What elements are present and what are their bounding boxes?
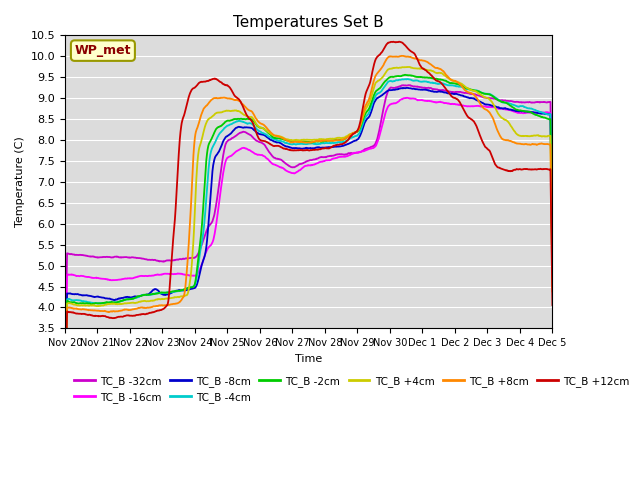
TC_B -32cm: [445, 89, 453, 95]
Line: TC_B -4cm: TC_B -4cm: [65, 79, 552, 387]
TC_B -32cm: [285, 163, 293, 169]
TC_B +8cm: [534, 141, 542, 147]
TC_B -16cm: [61, 372, 68, 378]
TC_B -16cm: [86, 275, 93, 280]
TC_B +12cm: [285, 147, 293, 153]
TC_B -4cm: [534, 108, 542, 114]
TC_B -32cm: [548, 265, 556, 271]
TC_B -4cm: [61, 384, 68, 390]
X-axis label: Time: Time: [295, 354, 323, 364]
TC_B -2cm: [534, 113, 542, 119]
Title: Temperatures Set B: Temperatures Set B: [234, 15, 384, 30]
TC_B -4cm: [445, 83, 453, 88]
TC_B +12cm: [395, 39, 403, 45]
TC_B -8cm: [445, 90, 453, 96]
TC_B +8cm: [298, 139, 306, 145]
TC_B -8cm: [548, 272, 556, 278]
TC_B -4cm: [285, 141, 293, 147]
TC_B +12cm: [298, 147, 306, 153]
TC_B -2cm: [402, 72, 410, 78]
TC_B -16cm: [285, 169, 293, 175]
TC_B -2cm: [86, 300, 93, 306]
TC_B -8cm: [61, 381, 68, 387]
TC_B -4cm: [86, 300, 93, 305]
TC_B -32cm: [298, 161, 306, 167]
TC_B -2cm: [285, 138, 293, 144]
TC_B -32cm: [61, 361, 68, 367]
TC_B -32cm: [534, 99, 542, 105]
Line: TC_B -32cm: TC_B -32cm: [65, 85, 552, 364]
TC_B -2cm: [61, 385, 68, 391]
TC_B -2cm: [298, 139, 306, 144]
TC_B -8cm: [285, 144, 293, 150]
TC_B +8cm: [445, 75, 453, 81]
Line: TC_B +8cm: TC_B +8cm: [65, 56, 552, 391]
TC_B +4cm: [406, 64, 413, 70]
TC_B -2cm: [548, 274, 556, 280]
Line: TC_B +12cm: TC_B +12cm: [65, 42, 552, 393]
TC_B +8cm: [61, 388, 68, 394]
TC_B -32cm: [405, 82, 413, 88]
TC_B +4cm: [534, 132, 542, 138]
Line: TC_B -2cm: TC_B -2cm: [65, 75, 552, 388]
Y-axis label: Temperature (C): Temperature (C): [15, 136, 25, 227]
TC_B -32cm: [86, 253, 93, 259]
TC_B -8cm: [298, 146, 306, 152]
TC_B -16cm: [534, 110, 542, 116]
TC_B +8cm: [534, 141, 542, 147]
TC_B +4cm: [285, 137, 293, 143]
TC_B +12cm: [445, 90, 453, 96]
TC_B +4cm: [298, 137, 306, 143]
TC_B -16cm: [445, 101, 453, 107]
Line: TC_B -16cm: TC_B -16cm: [65, 98, 552, 375]
TC_B -16cm: [298, 166, 306, 171]
TC_B +12cm: [61, 390, 68, 396]
TC_B -2cm: [445, 80, 453, 85]
Line: TC_B +4cm: TC_B +4cm: [65, 67, 552, 389]
TC_B -4cm: [548, 271, 556, 277]
TC_B +4cm: [61, 386, 68, 392]
TC_B -4cm: [534, 108, 542, 114]
Legend: TC_B -32cm, TC_B -16cm, TC_B -8cm, TC_B -4cm, TC_B -2cm, TC_B +4cm, TC_B +8cm, T: TC_B -32cm, TC_B -16cm, TC_B -8cm, TC_B …: [70, 372, 634, 407]
TC_B -8cm: [534, 110, 542, 116]
Text: WP_met: WP_met: [75, 44, 131, 57]
TC_B +12cm: [534, 166, 542, 172]
TC_B +4cm: [548, 284, 556, 290]
TC_B +4cm: [86, 302, 93, 308]
TC_B -8cm: [534, 110, 542, 116]
Line: TC_B -8cm: TC_B -8cm: [65, 88, 552, 384]
TC_B -2cm: [534, 113, 542, 119]
TC_B -8cm: [86, 293, 93, 299]
TC_B -16cm: [548, 271, 556, 277]
TC_B -32cm: [534, 99, 542, 105]
TC_B +8cm: [548, 288, 556, 294]
TC_B +4cm: [445, 76, 453, 82]
TC_B -4cm: [404, 76, 412, 82]
TC_B -16cm: [534, 110, 542, 116]
TC_B -4cm: [298, 141, 306, 147]
TC_B +12cm: [548, 302, 556, 308]
TC_B -8cm: [403, 85, 410, 91]
TC_B +12cm: [86, 312, 93, 318]
TC_B +12cm: [534, 166, 542, 172]
TC_B -16cm: [403, 95, 410, 101]
TC_B +8cm: [86, 307, 93, 313]
TC_B +4cm: [534, 132, 542, 138]
TC_B +8cm: [399, 53, 406, 59]
TC_B +8cm: [285, 138, 293, 144]
